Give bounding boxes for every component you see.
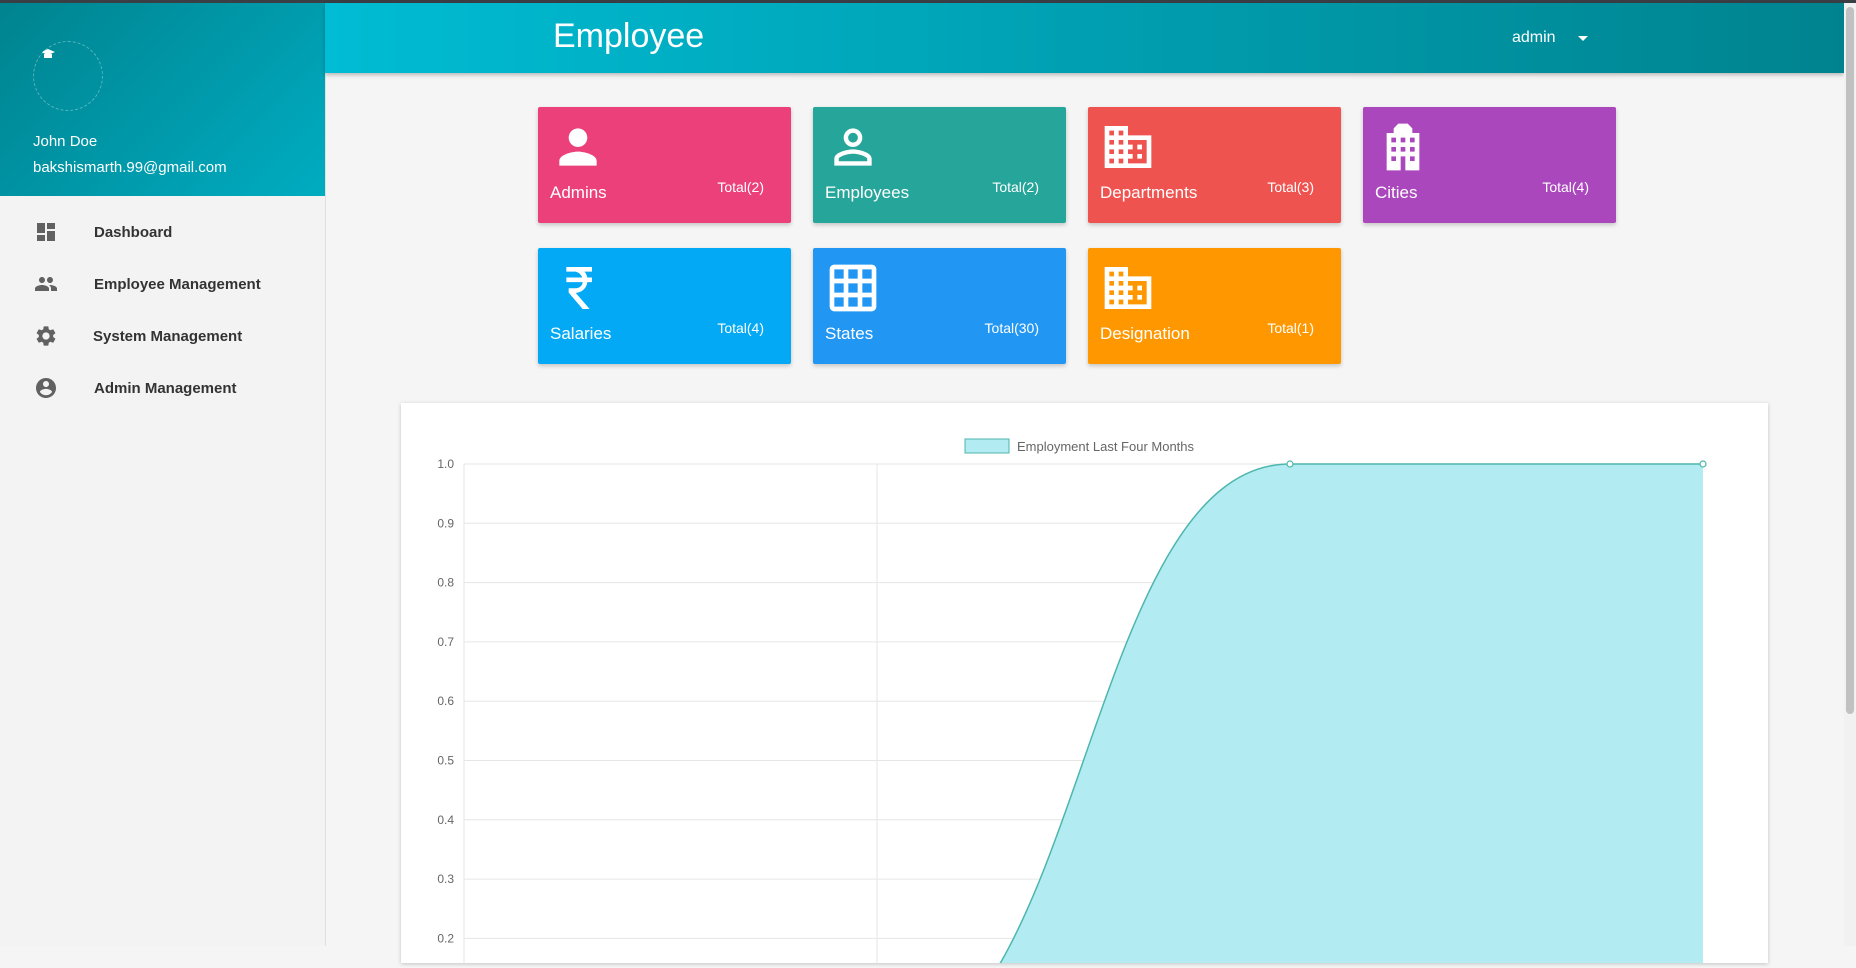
y-tick-label: 1.0: [437, 457, 454, 471]
y-tick-label: 0.5: [437, 754, 454, 768]
grid-icon: [829, 264, 877, 312]
data-point: [1699, 460, 1707, 468]
sidebar-item-label: System Management: [93, 327, 243, 345]
card-total: Total(1): [1267, 320, 1314, 336]
card-states[interactable]: States Total(30): [813, 248, 1066, 364]
building-icon: [1104, 126, 1152, 168]
card-label: Cities: [1375, 183, 1418, 202]
y-tick-label: 0.8: [437, 576, 454, 590]
person-icon: [559, 128, 597, 166]
y-tick-label: 0.4: [437, 813, 454, 827]
card-label: Departments: [1100, 183, 1198, 202]
y-tick-label: 0.2: [437, 931, 454, 945]
sidebar-item-label: Dashboard: [94, 223, 173, 241]
scrollbar-thumb[interactable]: [1846, 7, 1854, 714]
building-icon: [1104, 267, 1152, 309]
card-salaries[interactable]: Salaries Total(4): [538, 248, 791, 364]
user-profile-header: John Doe bakshismarth.99@gmail.com: [0, 3, 325, 196]
card-total: Total(2): [717, 179, 764, 195]
card-total: Total(4): [1542, 179, 1589, 195]
card-total: Total(2): [992, 179, 1039, 195]
sidebar-item-dashboard[interactable]: Dashboard: [0, 206, 325, 258]
account-menu-button[interactable]: admin: [1512, 29, 1588, 47]
rupee-icon: [566, 267, 592, 309]
chart-card: 0.2 0.3 0.4 0.5 0.6 0.7 0.8 0.9 1.0 Employment La…: [401, 403, 1768, 968]
card-total: Total(30): [984, 320, 1039, 336]
card-label: Designation: [1100, 324, 1190, 343]
page-title: Employee: [553, 17, 705, 55]
account-circle-icon: [36, 378, 56, 398]
card-cities[interactable]: Cities Total(4): [1363, 107, 1616, 223]
user-email: bakshismarth.99@gmail.com: [33, 159, 227, 176]
person-outline-icon: [834, 128, 872, 166]
city-icon: [1386, 123, 1420, 171]
sidebar-item-system-management[interactable]: System Management: [0, 310, 325, 362]
user-name: John Doe: [33, 133, 98, 150]
sidebar-menu: Dashboard Employee Management System Man…: [0, 206, 325, 414]
sidebar-item-label: Employee Management: [94, 275, 261, 293]
card-employees[interactable]: Employees Total(2): [813, 107, 1066, 223]
card-departments[interactable]: Departments Total(3): [1088, 107, 1341, 223]
series-line: [996, 463, 1703, 968]
card-total: Total(4): [717, 320, 764, 336]
app-bar: Employee admin: [325, 3, 1844, 73]
card-label: Salaries: [550, 324, 612, 343]
employment-chart: 0.2 0.3 0.4 0.5 0.6 0.7 0.8 0.9 1.0 Employment La…: [437, 438, 1707, 968]
gear-icon: [36, 326, 56, 346]
card-label: Admins: [550, 183, 607, 202]
people-icon: [35, 277, 57, 291]
avatar[interactable]: [33, 41, 103, 111]
sidebar-item-admin-management[interactable]: Admin Management: [0, 362, 325, 414]
card-label: States: [825, 324, 874, 343]
graduation-cap-icon: [41, 49, 55, 58]
account-menu-label: admin: [1512, 29, 1556, 46]
sidebar-item-employee-management[interactable]: Employee Management: [0, 258, 325, 310]
page-scrollbar[interactable]: [1844, 3, 1856, 946]
sidebar-item-label: Admin Management: [94, 379, 237, 397]
dashboard-icon: [37, 223, 55, 241]
series-area: [997, 464, 1703, 968]
y-tick-label: 0.7: [437, 635, 454, 649]
y-tick-label: 0.3: [437, 872, 454, 886]
card-label: Employees: [825, 183, 910, 202]
card-designation[interactable]: Designation Total(1): [1088, 248, 1341, 364]
sidebar: John Doe bakshismarth.99@gmail.com Dashb…: [0, 3, 326, 946]
card-admins[interactable]: Admins Total(2): [538, 107, 791, 223]
avatar-ring: [33, 41, 103, 111]
window-top-border: [0, 0, 1856, 3]
data-point: [1286, 460, 1294, 468]
chevron-down-icon: [1577, 35, 1588, 41]
card-total: Total(3): [1267, 179, 1314, 195]
y-tick-label: 0.9: [437, 516, 454, 530]
legend-label: Employment Last Four Months: [1017, 439, 1195, 454]
legend-swatch: [964, 438, 1010, 454]
y-tick-label: 0.6: [437, 694, 454, 708]
